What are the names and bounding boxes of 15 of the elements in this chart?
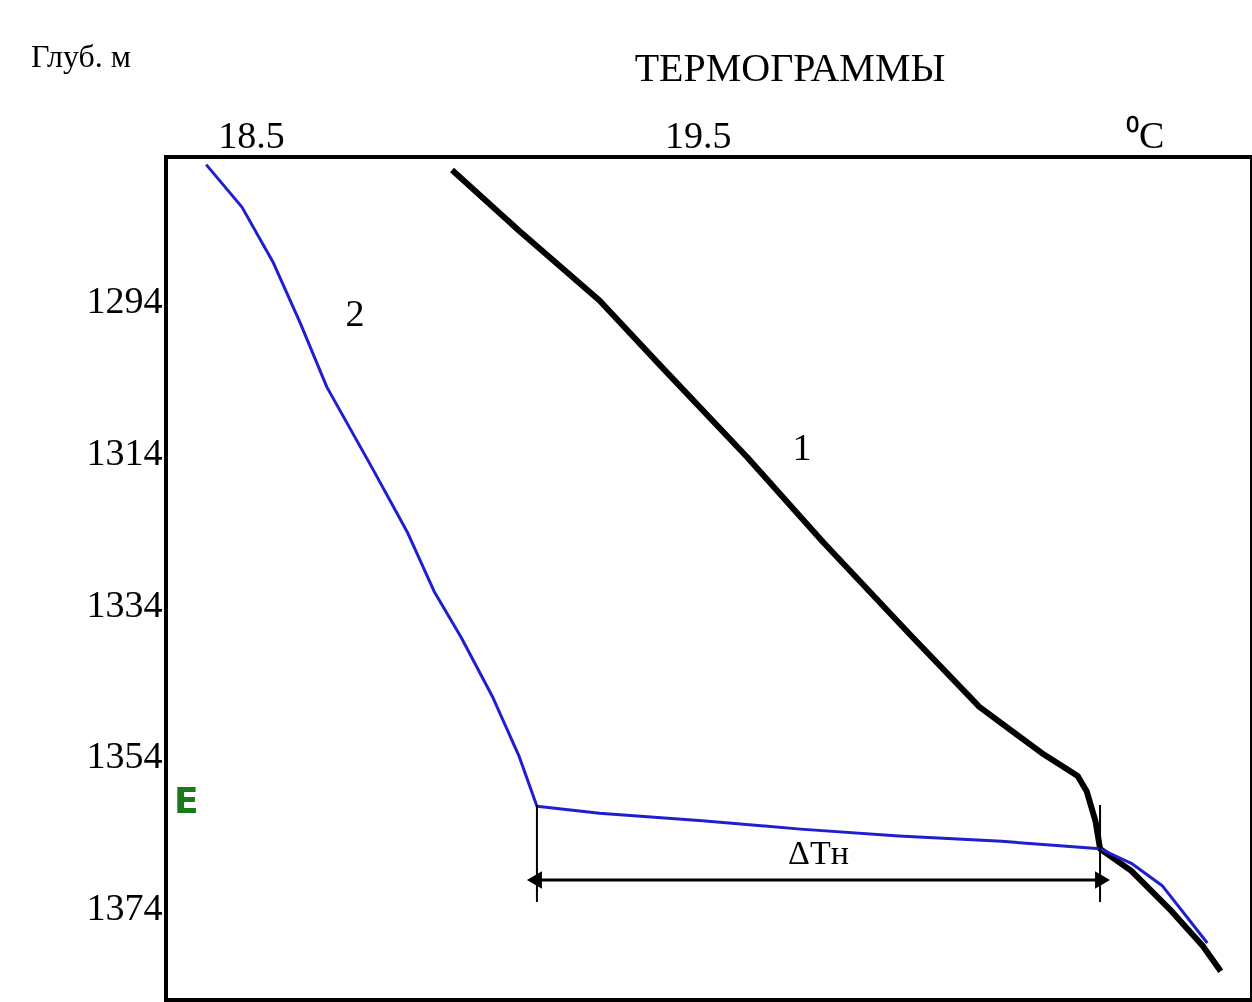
y-tick-label: 1334 — [86, 582, 163, 625]
y-tick-label: 1314 — [86, 430, 163, 473]
x-tick-label: 18.5 — [218, 113, 285, 156]
series-label: 1 — [792, 425, 812, 468]
y-tick-label: 1354 — [86, 734, 163, 777]
y-tick-label: 1294 — [86, 278, 163, 321]
line-series — [204, 163, 1209, 945]
annotation: ΔTн — [788, 834, 849, 871]
y-tick-label: 1374 — [86, 886, 163, 929]
chart-title: ТЕРМОГРАММЫ — [634, 45, 946, 90]
x-tick-label: ⁰C — [1126, 113, 1165, 156]
x-tick-label: 19.5 — [665, 113, 732, 156]
series-label: 2 — [345, 291, 365, 334]
annotation: E — [174, 780, 199, 821]
y-axis-title: Глуб. м — [30, 38, 132, 74]
